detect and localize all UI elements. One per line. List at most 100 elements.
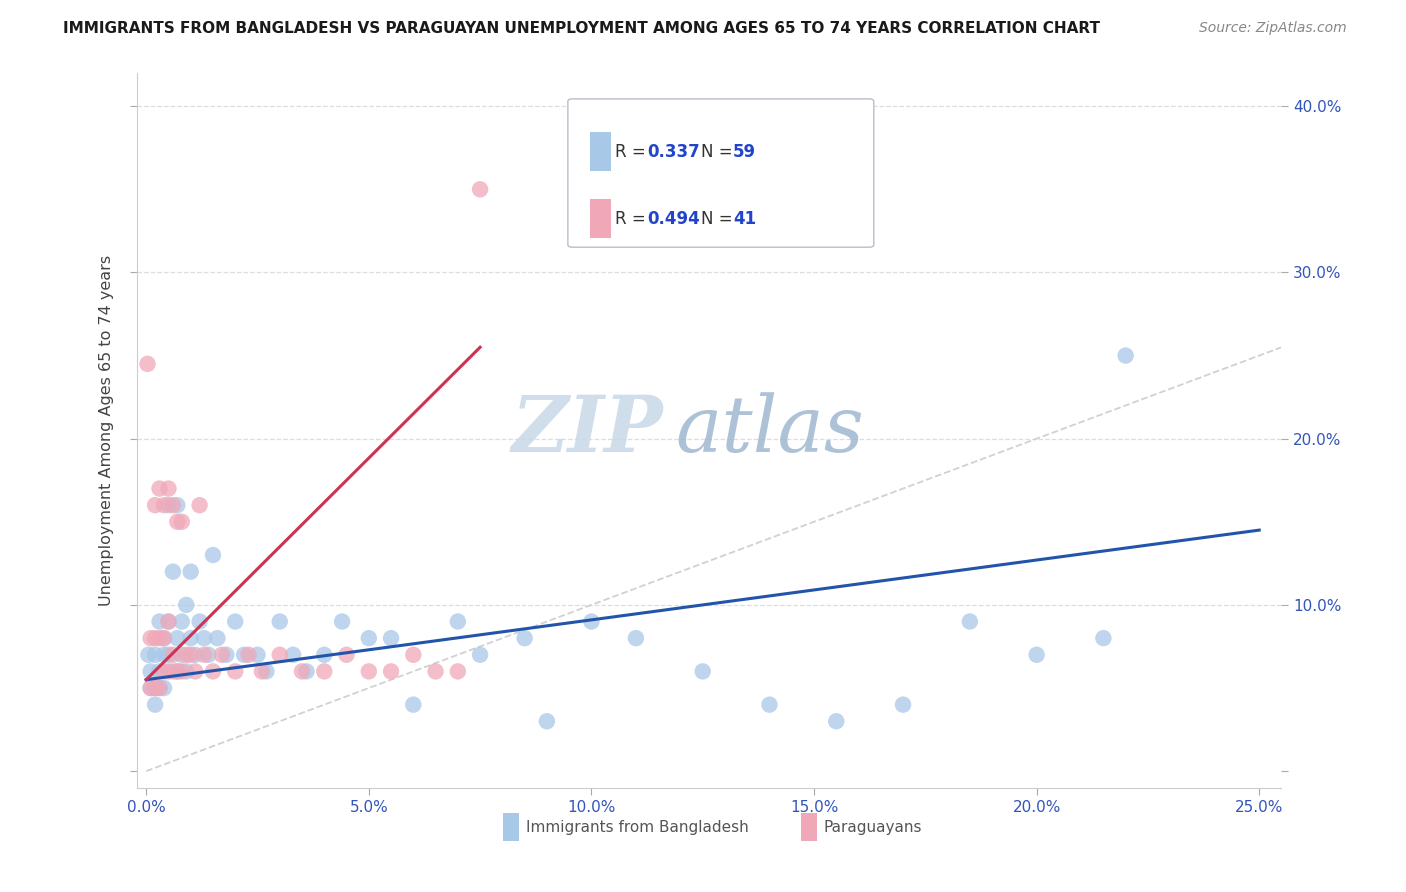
- Text: R =: R =: [614, 210, 651, 227]
- Text: 0.337: 0.337: [647, 143, 700, 161]
- Point: [291, 665, 314, 679]
- Point: [188, 498, 211, 512]
- Point: [148, 681, 170, 695]
- Point: [201, 548, 224, 562]
- Point: [148, 665, 170, 679]
- Point: [139, 681, 162, 695]
- Point: [148, 615, 170, 629]
- Point: [330, 615, 353, 629]
- Point: [357, 631, 380, 645]
- Point: [157, 665, 180, 679]
- Text: 59: 59: [733, 143, 756, 161]
- Point: [281, 648, 304, 662]
- Point: [224, 615, 246, 629]
- Text: R =: R =: [614, 143, 651, 161]
- Point: [157, 615, 180, 629]
- Point: [153, 648, 176, 662]
- Point: [162, 665, 184, 679]
- Point: [201, 665, 224, 679]
- Point: [207, 631, 229, 645]
- Point: [536, 714, 558, 729]
- Point: [180, 631, 202, 645]
- Text: 41: 41: [733, 210, 756, 227]
- Point: [184, 648, 207, 662]
- Point: [143, 698, 166, 712]
- Point: [250, 665, 273, 679]
- Point: [166, 665, 188, 679]
- Point: [246, 648, 269, 662]
- Point: [1115, 349, 1137, 363]
- Point: [170, 648, 193, 662]
- Text: 0.494: 0.494: [647, 210, 700, 227]
- Text: Source: ZipAtlas.com: Source: ZipAtlas.com: [1199, 21, 1347, 35]
- Point: [162, 498, 184, 512]
- Point: [1025, 648, 1047, 662]
- Point: [139, 631, 162, 645]
- Point: [143, 681, 166, 695]
- Text: IMMIGRANTS FROM BANGLADESH VS PARAGUAYAN UNEMPLOYMENT AMONG AGES 65 TO 74 YEARS : IMMIGRANTS FROM BANGLADESH VS PARAGUAYAN…: [63, 21, 1101, 36]
- Point: [193, 648, 215, 662]
- Point: [157, 648, 180, 662]
- Point: [295, 665, 318, 679]
- Point: [153, 498, 176, 512]
- Text: Paraguayans: Paraguayans: [824, 820, 922, 835]
- Point: [1092, 631, 1115, 645]
- Point: [174, 598, 197, 612]
- Point: [157, 482, 180, 496]
- Point: [425, 665, 447, 679]
- Point: [402, 698, 425, 712]
- Point: [959, 615, 981, 629]
- Point: [153, 665, 176, 679]
- Point: [166, 515, 188, 529]
- Point: [174, 665, 197, 679]
- Point: [139, 681, 162, 695]
- Point: [148, 681, 170, 695]
- Point: [188, 615, 211, 629]
- Point: [197, 648, 219, 662]
- Text: Immigrants from Bangladesh: Immigrants from Bangladesh: [526, 820, 749, 835]
- Point: [380, 631, 402, 645]
- Point: [166, 631, 188, 645]
- Point: [143, 648, 166, 662]
- Text: N =: N =: [702, 143, 738, 161]
- Point: [314, 665, 336, 679]
- Point: [402, 648, 425, 662]
- Point: [153, 631, 176, 645]
- Point: [513, 631, 536, 645]
- Point: [254, 665, 277, 679]
- Point: [170, 515, 193, 529]
- Point: [314, 648, 336, 662]
- Point: [180, 648, 202, 662]
- Point: [211, 648, 233, 662]
- Point: [335, 648, 357, 662]
- Point: [143, 498, 166, 512]
- Point: [166, 665, 188, 679]
- Point: [170, 615, 193, 629]
- Point: [269, 648, 291, 662]
- Point: [380, 665, 402, 679]
- Point: [468, 648, 491, 662]
- Text: atlas: atlas: [675, 392, 863, 468]
- Point: [193, 631, 215, 645]
- Point: [825, 714, 848, 729]
- Point: [170, 665, 193, 679]
- Point: [138, 648, 160, 662]
- Point: [143, 681, 166, 695]
- Point: [447, 665, 470, 679]
- Point: [357, 665, 380, 679]
- Point: [891, 698, 914, 712]
- Text: ZIP: ZIP: [512, 392, 664, 468]
- Point: [143, 631, 166, 645]
- Point: [447, 615, 470, 629]
- Point: [166, 498, 188, 512]
- Point: [174, 648, 197, 662]
- Point: [139, 665, 162, 679]
- Point: [269, 615, 291, 629]
- Point: [157, 615, 180, 629]
- Point: [758, 698, 780, 712]
- Point: [136, 357, 159, 371]
- Y-axis label: Unemployment Among Ages 65 to 74 years: Unemployment Among Ages 65 to 74 years: [100, 255, 114, 606]
- Point: [581, 615, 603, 629]
- Point: [692, 665, 714, 679]
- Point: [184, 665, 207, 679]
